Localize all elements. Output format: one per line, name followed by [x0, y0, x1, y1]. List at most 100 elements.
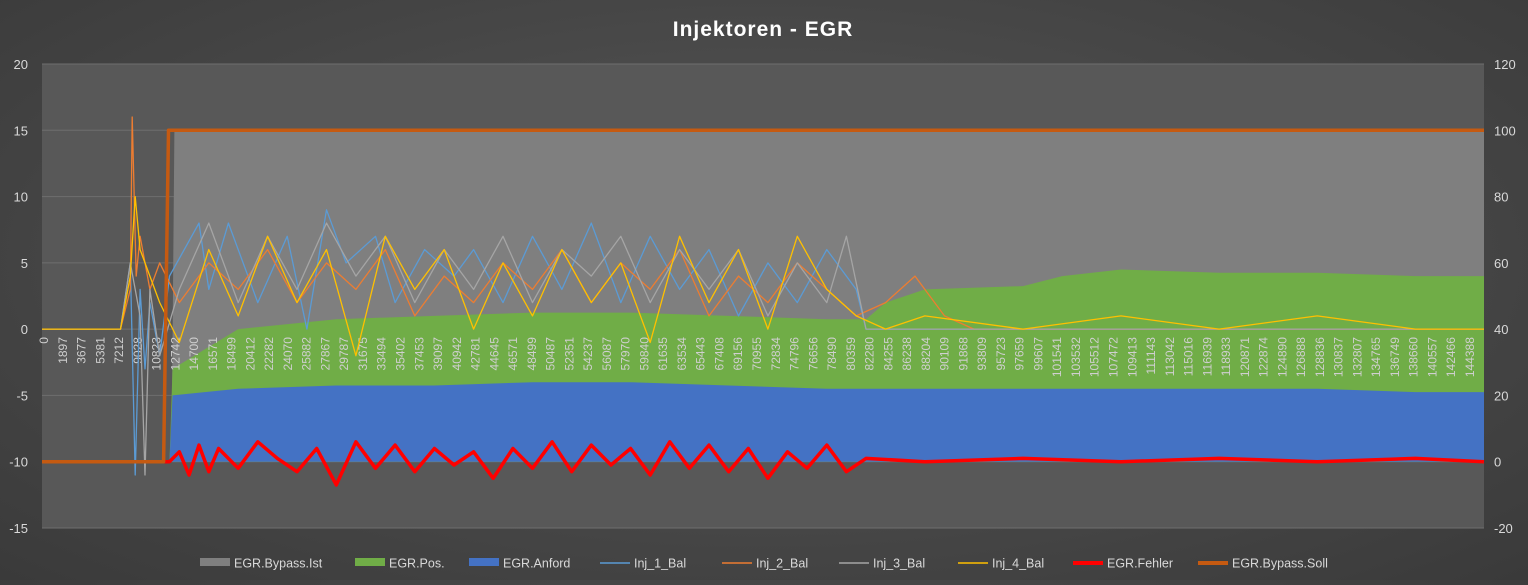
y-right-tick-label: 120: [1494, 57, 1516, 72]
x-tick-label: 5381: [93, 337, 107, 364]
y-left-tick-label: 0: [21, 322, 28, 337]
x-tick-label: 88204: [919, 337, 933, 371]
x-tick-label: 140557: [1426, 337, 1440, 377]
legend-label: EGR.Pos.: [389, 557, 445, 571]
y-left-tick-label: -15: [9, 521, 28, 536]
x-tick-label: 69156: [731, 337, 745, 371]
x-tick-label: 93809: [975, 337, 989, 371]
legend-label: Inj_1_Bal: [634, 557, 686, 571]
x-tick-label: 109413: [1125, 337, 1139, 377]
x-tick-label: 7212: [112, 337, 126, 364]
x-tick-label: 25882: [300, 337, 314, 371]
y-right-tick-label: 60: [1494, 256, 1508, 271]
legend-label: EGR.Bypass.Ist: [234, 557, 323, 571]
x-tick-label: 48499: [525, 337, 539, 371]
legend-label: EGR.Fehler: [1107, 557, 1173, 571]
legend-item: EGR.Anford: [469, 557, 570, 571]
x-tick-label: 136749: [1388, 337, 1402, 377]
x-tick-label: 90109: [938, 337, 952, 371]
x-tick-label: 105512: [1088, 337, 1102, 377]
x-tick-label: 142466: [1444, 337, 1458, 377]
y-left-tick-label: 15: [14, 123, 28, 138]
x-tick-label: 72834: [769, 337, 783, 371]
x-tick-label: 126888: [1294, 337, 1308, 377]
x-tick-label: 22282: [262, 337, 276, 371]
legend-item: Inj_4_Bal: [958, 557, 1044, 571]
series-line-egr-bypass-soll: [42, 128, 1484, 464]
x-tick-label: 61635: [656, 337, 670, 371]
legend: EGR.Bypass.Ist EGR.Pos. EGR.Anford Inj_1_Ba…: [200, 557, 1328, 571]
legend-item: EGR.Bypass.Ist: [200, 557, 323, 571]
x-tick-label: 128836: [1313, 337, 1327, 377]
x-tick-label: 46571: [506, 337, 520, 371]
x-tick-label: 97659: [1013, 337, 1027, 371]
x-tick-label: 84255: [881, 337, 895, 371]
y-right-tick-label: 0: [1494, 455, 1501, 470]
legend-label: Inj_2_Bal: [756, 557, 808, 571]
x-tick-label: 86238: [900, 337, 914, 371]
y-left-tick-label: 5: [21, 256, 28, 271]
x-tick-label: 29787: [337, 337, 351, 371]
legend-item: EGR.Bypass.Soll: [1198, 557, 1328, 571]
legend-item: Inj_1_Bal: [600, 557, 686, 571]
x-tick-label: 24070: [281, 337, 295, 371]
x-tick-label: 33494: [375, 337, 389, 371]
x-tick-label: 120871: [1238, 337, 1252, 377]
x-tick-label: 56087: [600, 337, 614, 371]
legend-item: EGR.Fehler: [1073, 557, 1173, 571]
x-tick-label: 122874: [1257, 337, 1271, 377]
x-tick-label: 67408: [713, 337, 727, 371]
series-area-egr-anford: [42, 382, 1484, 462]
y-left-tick-label: 10: [14, 190, 28, 205]
x-tick-label: 20412: [243, 337, 257, 371]
x-tick-label: 1897: [56, 337, 70, 364]
axis-tick-labels: -15 -10 -5 0 5 10 15 20 -20 0 20 40 60 80 100 120: [9, 57, 1516, 536]
legend-swatch: [200, 558, 230, 566]
x-tick-label: 103532: [1069, 337, 1083, 377]
series-line-egr-fehler: [42, 440, 1485, 487]
legend-item: EGR.Pos.: [355, 557, 445, 571]
legend-item: Inj_3_Bal: [839, 557, 925, 571]
x-tick-label: 40942: [450, 337, 464, 371]
x-tick-label: 82280: [863, 337, 877, 371]
x-tick-label: 107472: [1107, 337, 1121, 377]
x-tick-label: 44645: [487, 337, 501, 371]
x-tick-labels: 0 1897 3677 5381 7212 9028 10823 12742 14700 1657…: [37, 337, 1477, 377]
x-tick-label: 65443: [694, 337, 708, 371]
x-tick-label: 76656: [806, 337, 820, 371]
x-tick-label: 27867: [318, 337, 332, 371]
x-tick-label: 35402: [394, 337, 408, 371]
x-tick-label: 12742: [168, 337, 182, 371]
x-tick-label: 59840: [637, 337, 651, 371]
line-series-layer: [42, 116, 1485, 487]
x-tick-label: 42781: [469, 337, 483, 371]
x-tick-label: 50487: [544, 337, 558, 371]
x-tick-label: 116939: [1200, 337, 1214, 376]
x-tick-label: 95723: [994, 337, 1008, 371]
x-tick-label: 10823: [150, 337, 164, 371]
y-left-tick-label: -5: [16, 388, 28, 403]
x-tick-label: 80359: [844, 337, 858, 371]
x-tick-label: 113042: [1163, 337, 1177, 376]
x-tick-label: 16571: [206, 337, 220, 371]
y-right-tick-label: 20: [1494, 388, 1508, 403]
x-tick-label: 144388: [1463, 337, 1477, 377]
x-tick-label: 3677: [75, 337, 89, 364]
x-tick-label: 138660: [1407, 337, 1421, 377]
x-tick-label: 115016: [1182, 337, 1196, 376]
legend-label: Inj_3_Bal: [873, 557, 925, 571]
x-tick-label: 57970: [619, 337, 633, 371]
legend-label: EGR.Anford: [503, 557, 570, 571]
x-tick-label: 130837: [1332, 337, 1346, 377]
y-right-tick-label: 100: [1494, 123, 1516, 138]
x-tick-label: 18499: [225, 337, 239, 371]
legend-label: EGR.Bypass.Soll: [1232, 557, 1328, 571]
x-tick-label: 70955: [750, 337, 764, 371]
x-tick-label: 99607: [1031, 337, 1045, 371]
y-right-tick-label: 40: [1494, 322, 1508, 337]
legend-swatch: [355, 558, 385, 566]
area-series-layer: [42, 130, 1484, 462]
y-left-tick-label: 20: [14, 57, 28, 72]
